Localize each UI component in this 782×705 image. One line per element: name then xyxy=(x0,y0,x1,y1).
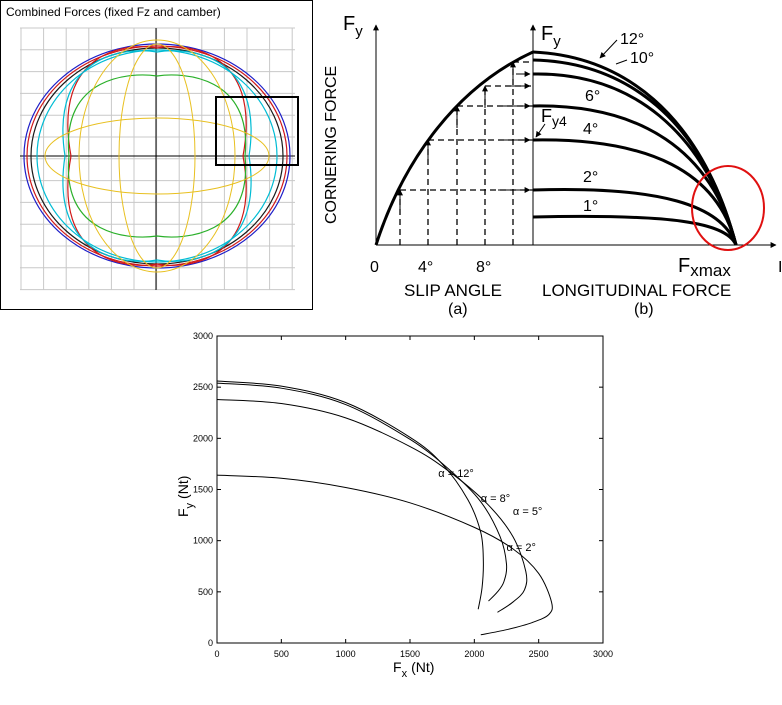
panel-b-curve-4deg xyxy=(532,138,738,246)
chart-plot-area xyxy=(216,335,604,644)
panel-b-x-axis-end-label: I xyxy=(778,259,782,276)
panel-b-section-a-label: SLIP ANGLE xyxy=(404,281,502,300)
series-label-0: α = 2° xyxy=(507,542,536,554)
panel-a-title: Combined Forces (fixed Fz and camber) xyxy=(6,5,221,19)
y-tick-label-4: 2000 xyxy=(193,433,213,443)
panel-a-ellipse-3 xyxy=(36,49,278,263)
panel-b-schematic: Fy Fy CORNERING FORCE xyxy=(323,13,782,318)
panel-b-left-axis-symbol: Fy xyxy=(343,13,363,40)
panel-b-label-2deg: 2° xyxy=(583,169,598,186)
x-tick-label-1: 500 xyxy=(274,649,289,659)
panel-a-yellow-horizontal xyxy=(44,117,270,195)
panel-b-fy4-label: Fy4 xyxy=(541,106,567,129)
panel-a-cusp-green xyxy=(67,74,247,238)
series-line-2 xyxy=(216,382,508,602)
panel-b-right-axis-symbol: Fy xyxy=(541,23,561,50)
x-tick-label-2: 1000 xyxy=(336,649,356,659)
panel-b-label-10deg: 10° xyxy=(630,50,654,67)
panel-b-xtick-0: 0 xyxy=(370,259,379,276)
panel-b-label-12deg: 12° xyxy=(620,31,644,48)
y-tick-label-0: 0 xyxy=(208,638,213,648)
series-label-2: α = 8° xyxy=(481,493,510,505)
series-line-1 xyxy=(216,398,528,613)
series-line-0 xyxy=(216,474,553,636)
panel-b-construction-lines xyxy=(397,61,533,245)
panel-b-curves xyxy=(532,50,738,246)
y-tick-label-2: 1000 xyxy=(193,536,213,546)
panel-a-ellipse-1 xyxy=(26,45,288,267)
panel-a-yellow-vertical-2 xyxy=(78,39,236,273)
panel-c-force-chart: 0 500 1000 1500 2000 2500 3000 0 500 1000 1500 2000… xyxy=(175,331,613,680)
panel-a-yellow-vertical xyxy=(118,43,196,269)
panel-b-fxmax-label: Fxmax xyxy=(678,255,731,280)
x-tick-label-5: 2500 xyxy=(529,649,549,659)
panel-b-label-4deg: 4° xyxy=(583,121,598,138)
panel-b-xtick-4: 4° xyxy=(418,259,433,276)
y-tick-label-3: 1500 xyxy=(193,485,213,495)
chart-series-labels: α = 2° α = 5°α = 8° α = 12° xyxy=(438,468,542,554)
panel-b-section-b-tag: (b) xyxy=(634,301,654,318)
panel-b-slip-angle-envelope xyxy=(374,50,534,246)
y-tick-label-6: 3000 xyxy=(193,331,213,341)
chart-xlabel: Fx (Nt) xyxy=(393,659,434,680)
series-line-3 xyxy=(216,380,484,610)
panel-b-curve-8deg xyxy=(532,72,738,246)
panel-b-section-a-tag: (a) xyxy=(448,301,468,318)
chart-ticks: 0 500 1000 1500 2000 2500 3000 0 500 1000 1500 2000… xyxy=(193,331,613,659)
panel-a-combined-forces: Combined Forces (fixed Fz and camber) xyxy=(0,0,313,310)
y-tick-label-1: 500 xyxy=(198,587,213,597)
panel-b-curve-1deg xyxy=(532,214,738,246)
y-tick-label-5: 2500 xyxy=(193,382,213,392)
panel-b-xtick-8: 8° xyxy=(476,259,491,276)
panel-b-section-b-label: LONGITUDINAL FORCE xyxy=(542,281,731,300)
series-label-1: α = 5° xyxy=(513,506,542,518)
panel-b-label-12deg-arrow xyxy=(599,39,618,59)
panel-a-cusp-red xyxy=(67,46,247,266)
x-tick-label-6: 3000 xyxy=(593,649,613,659)
panel-b-fy4-arrow xyxy=(535,123,546,138)
series-label-3: α = 12° xyxy=(438,468,474,480)
panel-b-highlight-ellipse xyxy=(691,165,765,251)
panel-a-curves xyxy=(23,39,291,273)
panel-a-zoom-box xyxy=(215,96,299,166)
chart-series xyxy=(216,380,553,636)
panel-b-label-10deg-leader xyxy=(615,59,628,65)
panel-b-ylabel: CORNERING FORCE xyxy=(323,66,340,224)
panel-b-label-6deg: 6° xyxy=(585,88,600,105)
panel-b-curve-6deg xyxy=(532,104,738,246)
panel-b-curve-2deg xyxy=(532,188,738,246)
x-tick-label-0: 0 xyxy=(214,649,219,659)
chart-ylabel: Fy(Nt) xyxy=(175,476,196,517)
x-tick-label-3: 1500 xyxy=(400,649,420,659)
panel-b-label-1deg: 1° xyxy=(583,198,598,215)
x-tick-label-4: 2000 xyxy=(464,649,484,659)
